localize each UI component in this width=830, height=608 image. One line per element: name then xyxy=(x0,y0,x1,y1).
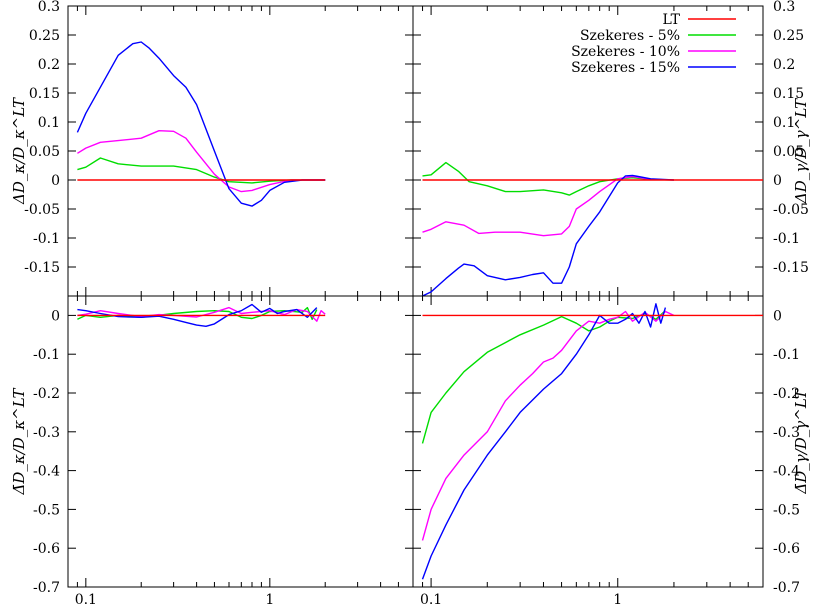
legend-label: Szekeres - 10% xyxy=(571,44,680,60)
x-tick-label: 1 xyxy=(613,592,622,608)
y-tick-label: 0.25 xyxy=(29,28,60,44)
y-tick-label: -0.15 xyxy=(24,260,60,276)
panel-top-right: -0.15 -0.1 -0.05 0 0.05 0.1 0.15 0.2 0.25 0.3 ΔD_γ… xyxy=(412,0,810,297)
y-tick-label: -0.2 xyxy=(773,386,800,402)
series-line xyxy=(421,310,675,541)
y-tick-label: -0.6 xyxy=(773,541,800,557)
y-tick-label: -0.1 xyxy=(773,347,800,363)
panel-bottom-left: 0.1 1 -0.7 -0.6 -0.5 -0.4 -0.3 -0.2 -0.1 0 Δ̄D_κ/D… xyxy=(10,295,414,608)
y-tick-label: 0.1 xyxy=(773,115,795,131)
y-tick-label: -0.6 xyxy=(33,541,60,557)
series-line xyxy=(422,175,674,237)
y-tick-label: 0.2 xyxy=(773,57,795,73)
y-tick-label: -0.5 xyxy=(773,502,800,518)
y-tick-label: -0.15 xyxy=(773,260,809,276)
y-tick-label: 0.15 xyxy=(29,86,60,102)
panel-bottom-right: 0.1 1 -0.7 -0.6 -0.5 -0.4 -0.3 -0.2 -0.1 0 Δ̄D_γ/D… xyxy=(412,295,810,608)
y-tick-label: 0.05 xyxy=(29,144,60,160)
legend-label: LT xyxy=(663,12,681,28)
panel-frame xyxy=(67,5,414,297)
y-tick-label: 0.25 xyxy=(773,28,804,44)
y-tick-label: -0.1 xyxy=(773,231,800,247)
y-tick-label: 0.3 xyxy=(773,0,795,15)
y-tick-label: 0.15 xyxy=(773,86,804,102)
y-tick-label: -0.2 xyxy=(33,386,60,402)
y-tick-label: -0.7 xyxy=(33,580,60,596)
y-tick-label: -0.4 xyxy=(33,464,60,480)
y-tick-label: 0 xyxy=(773,308,782,324)
series-line xyxy=(421,310,666,444)
series-line xyxy=(422,161,674,196)
y-tick-label: 0.2 xyxy=(38,57,60,73)
panels-layer: -0.15 -0.1 -0.05 0 0.05 0.1 0.15 0.2 0.25 0.3 ΔD_κ… xyxy=(10,0,810,608)
y-tick-label: -0.1 xyxy=(33,231,60,247)
series-group xyxy=(421,303,763,580)
y-tick-label: -0.3 xyxy=(773,425,800,441)
series-line xyxy=(77,306,326,322)
legend-label: Szekeres - 5% xyxy=(580,28,680,44)
series-line xyxy=(76,41,326,207)
y-tick-label: -0.3 xyxy=(33,425,60,441)
series-group xyxy=(76,41,326,207)
y-axis-title: Δ̄D_γ/D_γ^LT xyxy=(792,388,810,494)
y-tick-label: 0.1 xyxy=(38,115,60,131)
y-tick-label: 0 xyxy=(773,173,782,189)
y-tick-label: -0.05 xyxy=(24,202,60,218)
panel-frame xyxy=(412,295,764,588)
y-tick-label: -0.7 xyxy=(773,580,800,596)
series-line xyxy=(77,157,326,184)
series-group xyxy=(77,303,326,327)
series-group xyxy=(422,161,763,296)
y-tick-label: 0.3 xyxy=(38,0,60,15)
y-tick-label: 0.05 xyxy=(773,144,804,160)
y-tick-label: -0.05 xyxy=(773,202,809,218)
x-tick-label: 1 xyxy=(265,592,274,608)
panel-frame xyxy=(67,295,414,588)
series-line xyxy=(77,303,318,327)
series-line xyxy=(77,129,326,193)
panel-top-left: -0.15 -0.1 -0.05 0 0.05 0.1 0.15 0.2 0.25 0.3 ΔD_κ… xyxy=(10,0,414,297)
series-line xyxy=(421,303,667,580)
y-axis-title: ΔD_γ/D_γ^LT xyxy=(792,98,810,204)
y-axis-title: Δ̄D_κ/D_κ^LT xyxy=(10,388,28,496)
legend-label: Szekeres - 15% xyxy=(571,60,680,76)
y-tick-label: 0 xyxy=(51,173,60,189)
y-axis-title: ΔD_κ/D_κ^LT xyxy=(10,97,28,205)
y-tick-label: 0 xyxy=(51,308,60,324)
y-tick-label: -0.4 xyxy=(773,464,800,480)
x-tick-label: 0.1 xyxy=(420,592,442,608)
y-tick-label: -0.5 xyxy=(33,502,60,518)
x-tick-label: 0.1 xyxy=(75,592,97,608)
y-tick-label: -0.1 xyxy=(33,347,60,363)
